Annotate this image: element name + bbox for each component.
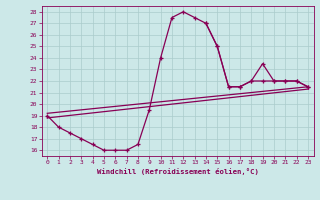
X-axis label: Windchill (Refroidissement éolien,°C): Windchill (Refroidissement éolien,°C)	[97, 168, 259, 175]
